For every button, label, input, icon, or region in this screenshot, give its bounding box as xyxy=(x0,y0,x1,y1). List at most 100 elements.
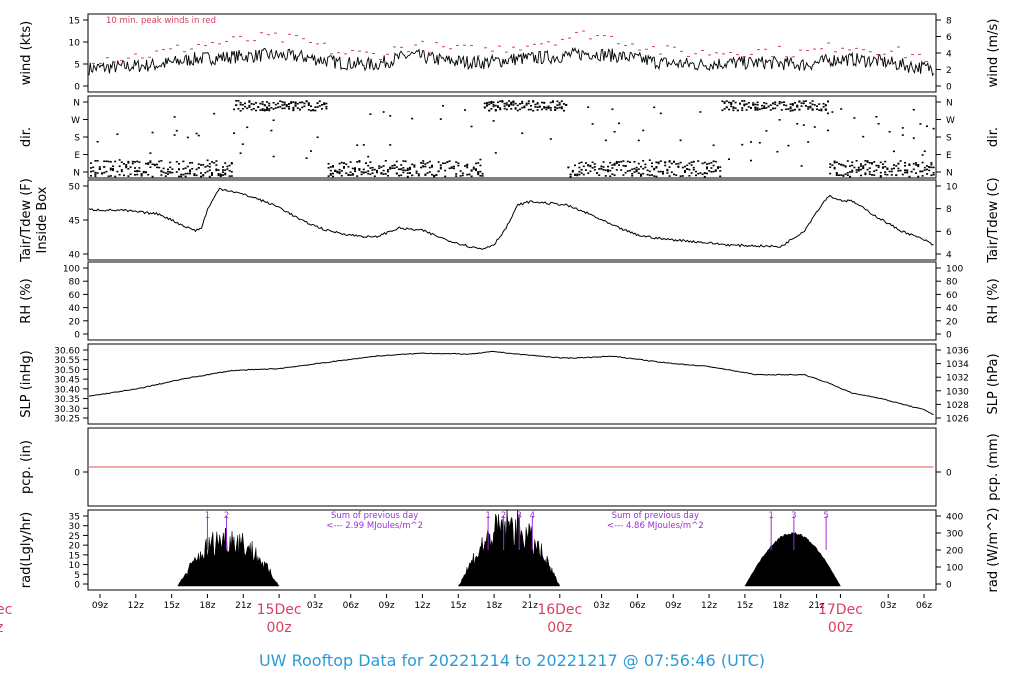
rh-right-tick-label: 100 xyxy=(946,265,963,275)
dir-mark xyxy=(464,165,466,167)
dir-mark xyxy=(917,165,920,168)
dir-mark xyxy=(406,169,409,171)
dir-mark xyxy=(719,170,722,172)
dir-mark xyxy=(250,108,253,111)
dir-mark xyxy=(580,161,583,164)
dir-mark xyxy=(657,170,660,173)
dir-mark xyxy=(545,106,548,109)
dir-mark xyxy=(739,103,741,105)
dir-mark xyxy=(347,173,350,176)
dir-mark xyxy=(666,169,669,172)
dir-mark xyxy=(653,167,656,170)
dir-mark xyxy=(90,167,92,169)
dir-mark xyxy=(222,169,224,171)
dir-mark xyxy=(512,101,515,104)
dir-mark xyxy=(809,102,812,104)
dir-mark xyxy=(622,174,625,176)
dir-mark xyxy=(263,108,266,111)
dir-mark xyxy=(915,164,917,166)
dir-mark xyxy=(213,162,216,164)
dir-mark xyxy=(637,162,640,165)
dir-mark xyxy=(395,160,398,163)
dir-mark xyxy=(532,101,535,103)
dir-left-tick-label: S xyxy=(74,134,80,144)
dir-mark xyxy=(758,108,761,111)
dir-mark xyxy=(162,171,165,174)
dir-mark xyxy=(169,166,172,169)
slp-right-label: SLP (hPa) xyxy=(986,353,1001,414)
dir-mark xyxy=(928,169,931,172)
dir-mark xyxy=(791,103,794,105)
dir-mark xyxy=(299,108,301,111)
dir-mark xyxy=(503,102,506,105)
dir-mark xyxy=(813,104,816,106)
dir-mark xyxy=(149,166,152,169)
dir-mark xyxy=(316,136,319,139)
dir-mark xyxy=(439,118,442,120)
dir-mark xyxy=(642,167,645,170)
rad-left-tick-label: 30 xyxy=(69,522,81,532)
dir-mark xyxy=(167,173,169,175)
dir-mark xyxy=(459,170,462,172)
dir-mark xyxy=(239,101,242,104)
dir-mark xyxy=(930,166,933,169)
dir-mark xyxy=(420,162,422,164)
dir-mark xyxy=(725,106,728,108)
dir-mark xyxy=(145,171,147,174)
rad-left-tick-label: 0 xyxy=(74,581,80,591)
dir-mark xyxy=(182,160,185,163)
dir-mark xyxy=(103,171,106,174)
dir-mark xyxy=(118,173,121,176)
dir-mark xyxy=(389,166,392,169)
dir-mark xyxy=(219,173,222,176)
dir-mark xyxy=(765,107,768,109)
dir-mark xyxy=(620,160,623,163)
dir-mark xyxy=(310,109,312,112)
dir-mark xyxy=(668,175,671,177)
dir-mark xyxy=(329,172,332,175)
temp-right-tick-label: 4 xyxy=(946,251,952,261)
dir-mark xyxy=(404,160,407,163)
dir-mark xyxy=(382,169,385,172)
dir-mark xyxy=(325,105,328,108)
dir-mark xyxy=(851,164,854,167)
dir-mark xyxy=(101,172,103,175)
dir-mark xyxy=(490,108,493,110)
dir-mark xyxy=(112,165,114,168)
dir-mark xyxy=(510,101,513,104)
dir-mark xyxy=(98,168,101,171)
dir-mark xyxy=(640,174,642,176)
dir-mark xyxy=(118,165,121,168)
rh-left-tick-label: 40 xyxy=(69,304,81,314)
dir-mark xyxy=(228,175,231,177)
dir-left-tick-label: N xyxy=(73,169,80,179)
dir-mark xyxy=(248,100,251,102)
dir-mark xyxy=(222,174,224,176)
dir-mark xyxy=(404,169,407,172)
dir-mark xyxy=(244,102,246,105)
radiation-marker-label: 4 xyxy=(530,511,535,521)
dir-mark xyxy=(499,107,502,109)
x-tick-label: 21z xyxy=(522,601,538,611)
dir-mark xyxy=(208,169,211,172)
rh-frame xyxy=(87,261,937,341)
dir-mark xyxy=(109,161,112,163)
dir-mark xyxy=(857,166,860,169)
dir-mark xyxy=(701,162,704,165)
dir-mark xyxy=(270,106,273,109)
dir-mark xyxy=(631,168,634,171)
dir-mark xyxy=(840,174,843,176)
dir-mark xyxy=(466,173,469,176)
dir-mark xyxy=(580,168,583,171)
dir-mark xyxy=(886,168,889,171)
dir-mark xyxy=(94,160,97,162)
dir-mark xyxy=(673,173,675,176)
dir-mark xyxy=(875,164,878,167)
dir-mark xyxy=(246,107,249,110)
dir-mark xyxy=(156,166,158,169)
dir-mark xyxy=(197,134,200,137)
dir-mark xyxy=(637,172,640,175)
dir-mark xyxy=(488,101,491,104)
dir-mark xyxy=(499,108,502,111)
dir-mark xyxy=(189,162,191,164)
